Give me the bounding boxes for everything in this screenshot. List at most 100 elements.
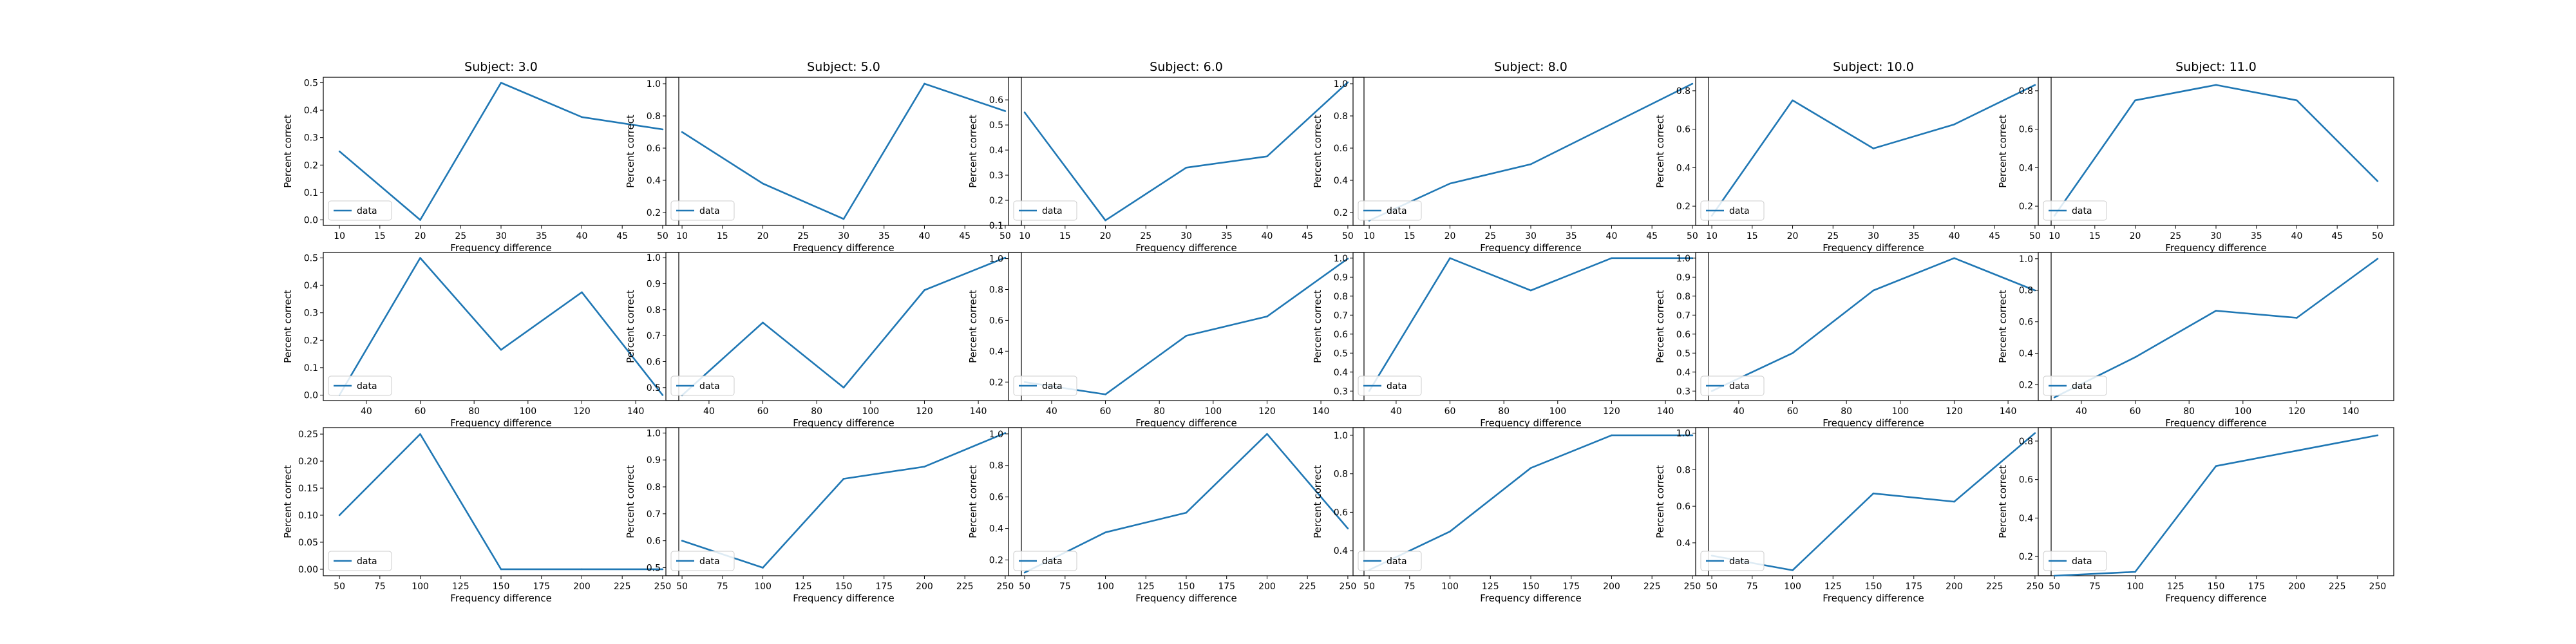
data-point xyxy=(581,116,583,118)
legend: data xyxy=(1013,551,1077,571)
y-tick-label: 0.2 xyxy=(989,377,1003,388)
data-point xyxy=(1004,432,1007,434)
x-tick-label: 140 xyxy=(2342,406,2360,417)
x-tick-label: 120 xyxy=(916,406,933,417)
x-tick-label: 140 xyxy=(2000,406,2017,417)
data-point xyxy=(1691,257,1694,260)
y-tick-label: 0.2 xyxy=(2019,381,2033,391)
x-tick-label: 25 xyxy=(2170,231,2181,242)
data-point xyxy=(1023,111,1026,113)
y-tick-label: 0.4 xyxy=(2019,513,2033,524)
y-tick-label: 0.0 xyxy=(304,215,318,225)
legend-label: data xyxy=(2072,556,2092,567)
y-tick-label: 0.05 xyxy=(298,538,318,548)
data-point xyxy=(338,150,341,153)
legend-label: data xyxy=(699,556,720,567)
data-point xyxy=(681,131,683,133)
y-tick-label: 0.7 xyxy=(647,331,661,341)
data-point xyxy=(500,568,502,571)
x-tick-label: 225 xyxy=(614,582,631,592)
y-tick-label: 0.4 xyxy=(989,524,1003,535)
data-point xyxy=(1691,82,1694,85)
legend-box xyxy=(1358,375,1422,396)
x-tick-label: 120 xyxy=(1258,406,1276,417)
x-tick-label: 150 xyxy=(493,582,510,592)
y-tick-label: 1.0 xyxy=(647,253,661,263)
x-tick-label: 120 xyxy=(2288,406,2306,417)
y-tick-label: 0.2 xyxy=(989,556,1003,566)
x-tick-label: 50 xyxy=(657,231,668,242)
y-tick-label: 0.00 xyxy=(298,565,318,575)
y-tick-label: 0.4 xyxy=(2019,163,2033,173)
y-tick-label: 0.3 xyxy=(1676,386,1690,397)
x-tick-label: 45 xyxy=(1302,231,1313,242)
y-tick-label: 0.4 xyxy=(304,281,318,291)
y-tick-label: 0.25 xyxy=(298,430,318,440)
legend-box xyxy=(670,200,735,221)
x-tick-label: 35 xyxy=(2251,231,2262,242)
x-tick-label: 50 xyxy=(1363,582,1375,592)
data-point xyxy=(1449,530,1451,533)
series-line-data xyxy=(1368,434,1692,571)
x-tick-label: 35 xyxy=(1221,231,1233,242)
x-tick-label: 75 xyxy=(1747,582,1758,592)
y-tick-label: 0.8 xyxy=(2019,86,2033,97)
y-tick-label: 0.4 xyxy=(1334,546,1348,556)
y-tick-label: 0.8 xyxy=(2019,286,2033,296)
x-tick-label: 125 xyxy=(452,582,469,592)
data-point xyxy=(1104,219,1106,222)
series-line-data xyxy=(2054,84,2378,216)
series-line-data xyxy=(1368,82,1693,222)
y-tick-label: 0.2 xyxy=(647,208,661,218)
x-axis-label: Frequency difference xyxy=(1135,242,1237,254)
legend-box xyxy=(328,551,392,571)
x-tick-label: 30 xyxy=(1525,231,1537,242)
data-point xyxy=(661,568,664,571)
x-axis-label: Frequency difference xyxy=(2165,242,2267,254)
x-tick-label: 150 xyxy=(1522,582,1540,592)
y-tick-label: 0.6 xyxy=(1334,144,1348,154)
data-point xyxy=(923,82,925,85)
data-point xyxy=(1449,182,1451,185)
data-point xyxy=(842,386,845,389)
series-line-data xyxy=(681,82,1006,220)
y-axis-label: Percent correct xyxy=(1312,465,1323,538)
x-tick-label: 120 xyxy=(573,406,591,417)
axes-frame xyxy=(665,252,1022,401)
data-point xyxy=(842,218,845,220)
x-axis-label: Frequency difference xyxy=(1480,592,1582,604)
y-tick-label: 0.4 xyxy=(647,176,661,186)
y-tick-label: 1.0 xyxy=(1676,429,1690,439)
x-tick-label: 40 xyxy=(1949,231,1960,242)
x-tick-label: 250 xyxy=(2369,582,2387,592)
y-tick-label: 0.2 xyxy=(304,160,318,171)
x-tick-label: 175 xyxy=(2248,582,2265,592)
x-tick-label: 15 xyxy=(374,231,386,242)
x-tick-label: 80 xyxy=(2183,406,2195,417)
data-point xyxy=(2034,84,2036,86)
data-point xyxy=(1611,123,1613,125)
data-point xyxy=(2034,432,2036,434)
subplot-15: 50 75 100 125 150 175 200 225 250 0.2 0.4 0.6 0.8 1.0… xyxy=(967,427,1365,604)
x-tick-label: 175 xyxy=(1905,582,1922,592)
legend-label: data xyxy=(1729,206,1750,216)
data-point xyxy=(2296,450,2298,452)
subplot-title: Subject: 8.0 xyxy=(1494,60,1567,74)
axes-frame xyxy=(1008,252,1365,401)
x-axis-label: Frequency difference xyxy=(450,242,552,254)
legend: data xyxy=(328,375,392,396)
y-tick-label: 0.6 xyxy=(2019,475,2033,486)
data-point xyxy=(923,466,925,468)
x-tick-label: 30 xyxy=(1180,231,1192,242)
y-tick-label: 0.0 xyxy=(304,390,318,401)
x-tick-label: 200 xyxy=(2288,582,2306,592)
y-tick-label: 0.2 xyxy=(989,196,1003,206)
legend-box xyxy=(1358,551,1422,571)
data-point xyxy=(1104,393,1106,395)
legend: data xyxy=(328,200,392,221)
data-point xyxy=(1004,110,1007,112)
x-tick-label: 140 xyxy=(627,406,645,417)
legend-box xyxy=(328,200,392,221)
x-tick-label: 80 xyxy=(468,406,480,417)
y-axis-label: Percent correct xyxy=(1997,115,2009,188)
